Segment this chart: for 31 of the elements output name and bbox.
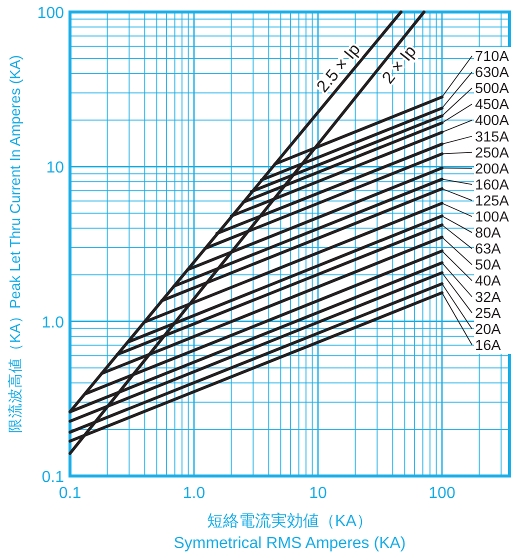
legend-label: 50A: [475, 258, 502, 274]
legend-label: 80A: [475, 226, 502, 242]
x-tick-label: 0.1: [58, 485, 82, 502]
text: 25A: [475, 306, 502, 322]
y-axis-title: 限流波高値（KA）Peak Let Thru Current In Amperes (KA): [7, 55, 24, 433]
text: 500A: [475, 81, 510, 98]
legend-label: 40A: [475, 274, 502, 290]
x-tick-label: 1.0: [182, 485, 206, 502]
text: 2 × Ip: [378, 42, 420, 88]
y-tick-label: 0.1: [42, 469, 64, 486]
legend-label: 315A: [475, 129, 510, 146]
text: 32A: [475, 290, 502, 306]
y-tick-label: 100: [37, 5, 64, 22]
legend-label: 450A: [475, 97, 510, 114]
legend-label: 160A: [475, 177, 510, 194]
x-tick-label: 100: [428, 485, 456, 502]
y-tick-label: 10: [46, 160, 64, 177]
x-tick-label: 10: [309, 485, 327, 502]
x-axis-title: 短絡電流実効値（KA） Symmetrical RMS Amperes (KA): [174, 512, 406, 552]
text: 710A: [475, 49, 510, 65]
legend-label: 100A: [475, 210, 510, 226]
legend-label: 400A: [475, 113, 510, 130]
text: 20A: [475, 322, 502, 338]
legend-label: 250A: [475, 145, 510, 162]
legend-label: 125A: [475, 193, 510, 210]
legend-label: 200A: [475, 161, 510, 178]
y-tick-label: 1.0: [42, 314, 64, 332]
text: 2.5 × Ip: [312, 40, 364, 96]
text: 630A: [475, 65, 510, 82]
legend-label: 63A: [475, 242, 502, 258]
text: 16A: [475, 338, 502, 354]
